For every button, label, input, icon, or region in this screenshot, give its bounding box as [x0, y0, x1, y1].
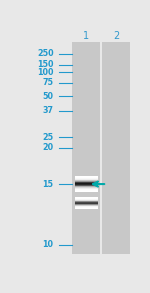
Text: 20: 20 — [42, 144, 54, 152]
Bar — [102, 42, 130, 254]
Bar — [75, 204, 98, 205]
Text: 1: 1 — [83, 31, 89, 41]
Bar — [75, 181, 98, 182]
Bar — [75, 200, 98, 201]
Bar — [72, 42, 100, 254]
Bar — [75, 190, 98, 191]
Bar — [75, 185, 98, 186]
Text: 150: 150 — [37, 60, 54, 69]
Bar — [75, 207, 98, 208]
Text: 250: 250 — [37, 49, 54, 58]
Bar — [75, 177, 98, 178]
Bar — [75, 188, 98, 189]
Bar — [75, 187, 98, 188]
Bar — [75, 205, 98, 206]
Bar — [75, 178, 98, 179]
Text: 15: 15 — [43, 180, 54, 189]
Bar — [75, 202, 98, 203]
Text: 100: 100 — [37, 68, 54, 77]
Text: 50: 50 — [43, 92, 54, 100]
Bar — [75, 180, 98, 181]
Bar — [75, 189, 98, 190]
Bar — [75, 183, 98, 184]
Text: 75: 75 — [43, 79, 54, 88]
Bar — [75, 184, 98, 185]
Bar — [75, 191, 98, 192]
Bar — [75, 198, 98, 199]
Text: 2: 2 — [113, 31, 120, 41]
Bar — [75, 179, 98, 180]
Bar — [75, 197, 98, 198]
Text: 25: 25 — [42, 133, 54, 142]
Bar — [75, 182, 98, 183]
Bar — [75, 203, 98, 204]
Bar — [75, 201, 98, 202]
Bar — [75, 186, 98, 187]
Text: 37: 37 — [43, 106, 54, 115]
Text: 10: 10 — [43, 240, 54, 249]
Bar — [75, 208, 98, 209]
Bar — [75, 176, 98, 177]
Bar — [75, 199, 98, 200]
Bar — [75, 206, 98, 207]
